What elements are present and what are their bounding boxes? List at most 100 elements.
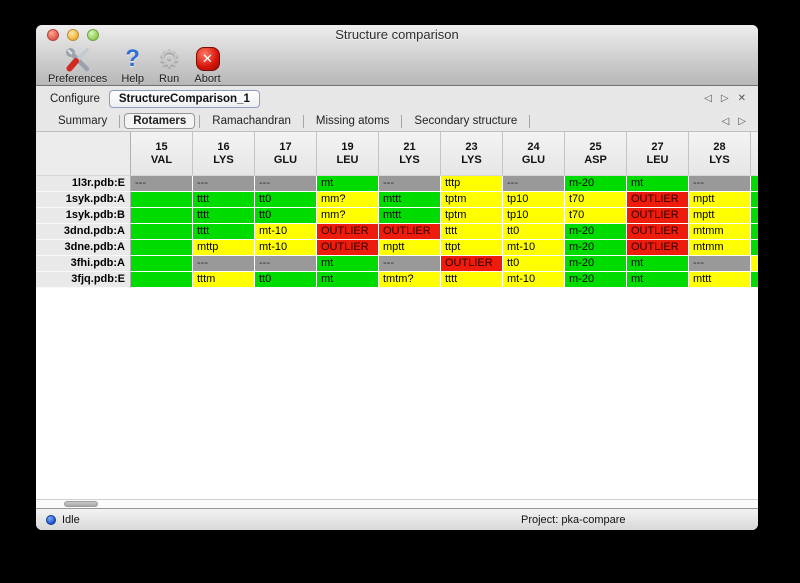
rotamer-cell[interactable]: t70 bbox=[565, 208, 627, 224]
rotamer-cell[interactable]: tptm bbox=[441, 192, 503, 208]
row-label[interactable]: 3fhi.pdb:A bbox=[36, 256, 131, 272]
rotamer-cell[interactable]: OUTLIER bbox=[627, 208, 689, 224]
rotamer-cell[interactable]: tttt bbox=[193, 208, 255, 224]
rotamer-cell[interactable]: tttt bbox=[193, 224, 255, 240]
rotamer-cell[interactable] bbox=[131, 224, 193, 240]
rotamer-cell[interactable]: tt0 bbox=[255, 208, 317, 224]
rotamer-cell[interactable]: OUTLIER bbox=[627, 224, 689, 240]
zoom-window-button[interactable] bbox=[87, 29, 99, 41]
rotamer-cell[interactable]: OUTLIER bbox=[441, 256, 503, 272]
rotamer-cell[interactable]: t70 bbox=[565, 192, 627, 208]
rotamer-cell[interactable]: mt-10 bbox=[503, 272, 565, 288]
rotamer-cell[interactable]: tt0 bbox=[503, 256, 565, 272]
rotamer-cell[interactable]: m-20 bbox=[565, 240, 627, 256]
horizontal-scrollbar[interactable] bbox=[36, 499, 758, 508]
rotamer-cell[interactable]: m-20 bbox=[565, 272, 627, 288]
rotamer-cell[interactable]: mt bbox=[317, 256, 379, 272]
rotamer-cell[interactable]: --- bbox=[131, 176, 193, 192]
rotamer-cell[interactable]: m-20 bbox=[565, 176, 627, 192]
rotamer-cell[interactable]: mt-10 bbox=[255, 224, 317, 240]
rotamer-cell[interactable]: m-20 bbox=[565, 256, 627, 272]
rotamer-cell[interactable]: OUTLIER bbox=[317, 224, 379, 240]
row-label[interactable]: 1syk.pdb:B bbox=[36, 208, 131, 224]
close-configuration-icon[interactable]: ✕ bbox=[737, 93, 746, 104]
rotamer-cell[interactable]: mm? bbox=[317, 208, 379, 224]
toolbar-button-help[interactable]: ? Help bbox=[121, 45, 144, 85]
rotamer-cell[interactable]: mtmm bbox=[689, 224, 751, 240]
rotamer-cell[interactable]: --- bbox=[689, 256, 751, 272]
prev-configuration-icon[interactable]: ◁ bbox=[704, 93, 712, 104]
column-header-residue: LYS bbox=[709, 153, 730, 166]
rotamer-cell[interactable]: mptt bbox=[379, 240, 441, 256]
rotamer-cell[interactable]: mptt bbox=[689, 208, 751, 224]
rotamer-cell[interactable] bbox=[131, 256, 193, 272]
rotamer-cell[interactable]: mttt bbox=[379, 208, 441, 224]
row-label[interactable]: 3fjq.pdb:E bbox=[36, 272, 131, 288]
next-tab-icon[interactable]: ▷ bbox=[738, 115, 746, 127]
tab-ramachandran[interactable]: Ramachandran bbox=[212, 115, 291, 127]
toolbar-button-abort[interactable]: ✕ Abort bbox=[194, 45, 221, 85]
rotamer-cell[interactable]: mm? bbox=[317, 192, 379, 208]
rotamer-cell[interactable]: mptt bbox=[689, 192, 751, 208]
rotamer-cell[interactable]: tttm bbox=[193, 272, 255, 288]
row-label[interactable]: 3dne.pdb:A bbox=[36, 240, 131, 256]
tab-rotamers[interactable]: Rotamers bbox=[124, 113, 196, 129]
rotamer-cell[interactable]: --- bbox=[255, 176, 317, 192]
rotamer-cell[interactable]: tt0 bbox=[255, 192, 317, 208]
rotamer-cell[interactable]: --- bbox=[193, 176, 255, 192]
tab-missing-atoms[interactable]: Missing atoms bbox=[315, 115, 390, 127]
rotamer-cell[interactable]: tttt bbox=[193, 192, 255, 208]
rotamer-cell[interactable]: ttpt bbox=[441, 240, 503, 256]
title-bar[interactable]: Structure comparison bbox=[36, 25, 758, 44]
toolbar-button-run[interactable]: ⚙ Run bbox=[158, 45, 180, 85]
rotamer-cell[interactable]: OUTLIER bbox=[317, 240, 379, 256]
rotamer-cell[interactable]: --- bbox=[379, 176, 441, 192]
rotamer-cell[interactable]: mttt bbox=[379, 192, 441, 208]
row-label[interactable]: 3dnd.pdb:A bbox=[36, 224, 131, 240]
scrollbar-thumb[interactable] bbox=[64, 501, 98, 507]
rotamer-cell[interactable]: mt bbox=[317, 176, 379, 192]
tab-summary[interactable]: Summary bbox=[58, 115, 108, 127]
rotamer-cell[interactable]: OUTLIER bbox=[379, 224, 441, 240]
rotamer-cell[interactable]: tt0 bbox=[255, 272, 317, 288]
rotamer-cell[interactable] bbox=[131, 192, 193, 208]
rotamer-cell[interactable]: OUTLIER bbox=[627, 240, 689, 256]
rotamer-cell[interactable]: mt-10 bbox=[255, 240, 317, 256]
rotamer-cell[interactable]: --- bbox=[193, 256, 255, 272]
rotamer-cell[interactable]: m-20 bbox=[565, 224, 627, 240]
rotamer-cell[interactable]: tmtm? bbox=[379, 272, 441, 288]
rotamer-cell[interactable]: mttt bbox=[689, 272, 751, 288]
rotamer-cell[interactable]: mt-10 bbox=[503, 240, 565, 256]
rotamer-cell[interactable]: tp10 bbox=[503, 208, 565, 224]
row-label[interactable]: 1syk.pdb:A bbox=[36, 192, 131, 208]
table-body: 1l3r.pdb:E --- --- --- mt --- tttp --- m-20 mt ---… bbox=[36, 176, 758, 288]
rotamer-cell[interactable]: OUTLIER bbox=[627, 192, 689, 208]
rotamer-cell[interactable]: mt bbox=[627, 176, 689, 192]
rotamer-cell[interactable]: --- bbox=[379, 256, 441, 272]
rotamer-cell[interactable]: --- bbox=[689, 176, 751, 192]
rotamer-cell[interactable]: tptm bbox=[441, 208, 503, 224]
toolbar-button-preferences[interactable]: Preferences bbox=[48, 45, 107, 85]
rotamer-cell[interactable]: tttt bbox=[441, 224, 503, 240]
rotamer-cell[interactable]: --- bbox=[255, 256, 317, 272]
prev-tab-icon[interactable]: ◁ bbox=[721, 115, 730, 127]
rotamer-cell[interactable]: tttt bbox=[441, 272, 503, 288]
rotamer-cell[interactable] bbox=[131, 208, 193, 224]
rotamer-cell[interactable]: mtmm bbox=[689, 240, 751, 256]
rotamer-cell[interactable]: mt bbox=[627, 272, 689, 288]
rotamer-cell[interactable]: tttp bbox=[441, 176, 503, 192]
minimize-window-button[interactable] bbox=[67, 29, 79, 41]
rotamer-cell[interactable]: tt0 bbox=[503, 224, 565, 240]
rotamer-cell[interactable]: mt bbox=[627, 256, 689, 272]
rotamer-cell[interactable]: mttp bbox=[193, 240, 255, 256]
rotamer-cell[interactable]: --- bbox=[503, 176, 565, 192]
tab-secondary-structure[interactable]: Secondary structure bbox=[414, 115, 518, 127]
close-window-button[interactable] bbox=[47, 29, 59, 41]
configuration-tab[interactable]: StructureComparison_1 bbox=[108, 89, 260, 108]
rotamer-cell[interactable]: mt bbox=[317, 272, 379, 288]
next-configuration-icon[interactable]: ▷ bbox=[720, 93, 729, 104]
row-label[interactable]: 1l3r.pdb:E bbox=[36, 176, 131, 192]
rotamer-cell[interactable] bbox=[131, 272, 193, 288]
rotamer-cell[interactable] bbox=[131, 240, 193, 256]
rotamer-cell[interactable]: tp10 bbox=[503, 192, 565, 208]
